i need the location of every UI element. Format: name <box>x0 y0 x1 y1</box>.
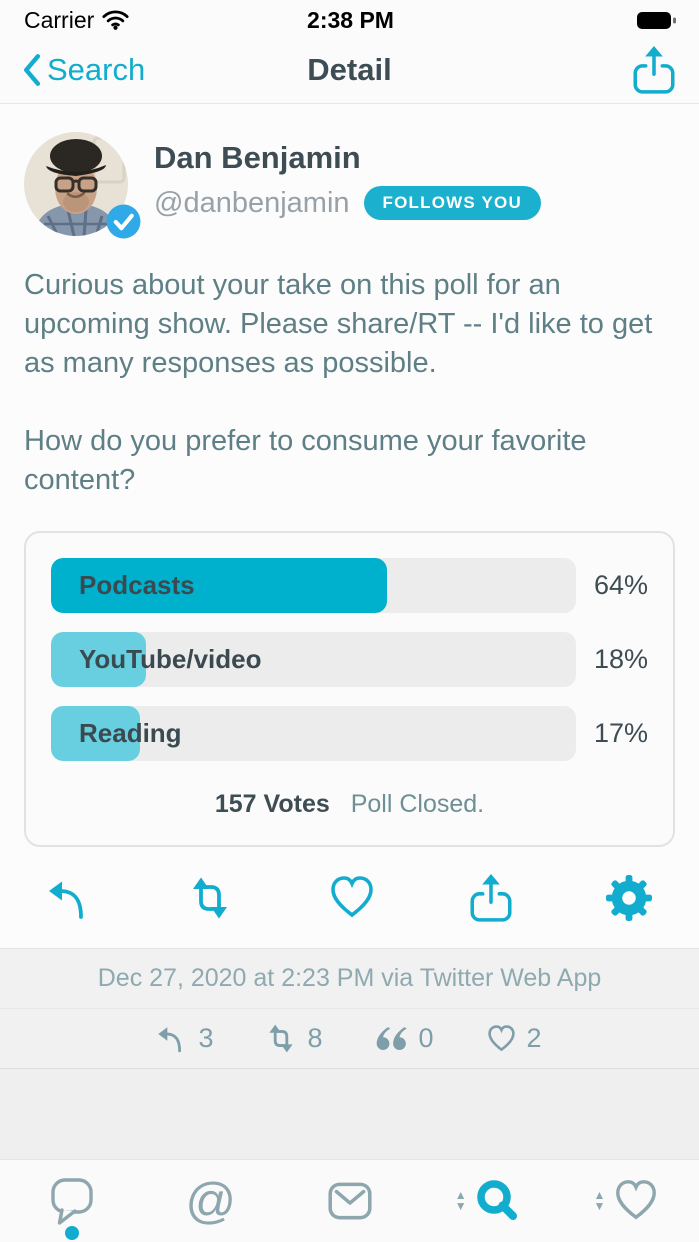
like-count-value: 2 <box>526 1023 542 1053</box>
unread-indicator <box>65 1226 79 1240</box>
quote-count-value: 0 <box>418 1023 434 1053</box>
tweet-paragraph: How do you prefer to consume your favori… <box>24 425 587 496</box>
chevron-left-icon <box>22 53 41 86</box>
search-icon <box>474 1177 522 1225</box>
sort-arrows-icon: ▲ ▼ <box>593 1188 606 1213</box>
speech-bubble-icon <box>47 1175 97 1227</box>
battery-icon <box>636 11 677 30</box>
wifi-icon <box>102 10 129 30</box>
tweet-text: Curious about your take on this poll for… <box>24 266 675 500</box>
status-bar: Carrier 2:38 PM <box>0 0 699 36</box>
author-name[interactable]: Dan Benjamin <box>154 140 361 175</box>
poll-option-row[interactable]: YouTube/video 18% <box>51 632 648 687</box>
poll-card: Podcasts 64% YouTube/video 18% Reading 1… <box>24 531 675 847</box>
poll-bar-fill <box>51 706 141 761</box>
share-icon <box>468 873 514 923</box>
poll-bar-track: YouTube/video <box>51 632 576 687</box>
avatar[interactable] <box>24 132 141 239</box>
share-button[interactable] <box>457 45 677 95</box>
share-icon <box>631 45 677 95</box>
verified-badge-icon <box>105 203 142 240</box>
reply-button[interactable] <box>46 874 94 922</box>
gear-icon <box>605 874 653 922</box>
poll-option-label: Podcasts <box>79 570 195 600</box>
tab-bar: @ ▲ ▼ ▲ ▼ <box>0 1159 699 1242</box>
sort-arrows-icon: ▲ ▼ <box>454 1188 467 1213</box>
retweet-count[interactable]: 8 <box>265 1023 323 1054</box>
poll-bar-track: Reading <box>51 706 576 761</box>
retweet-count-value: 8 <box>307 1023 323 1053</box>
carrier-label: Carrier <box>24 6 95 33</box>
poll-option-percent: 17% <box>593 718 648 748</box>
quote-icon <box>375 1026 409 1051</box>
retweet-button[interactable] <box>185 874 235 922</box>
heart-icon <box>486 1024 517 1054</box>
poll-option-percent: 18% <box>593 644 648 674</box>
tweet-stats-row: 3 8 <box>0 1009 699 1068</box>
author-handle[interactable]: @danbenjamin <box>154 186 350 219</box>
empty-area <box>0 1068 699 1172</box>
poll-option-label: Reading <box>79 718 182 748</box>
reply-count-value: 3 <box>198 1023 214 1053</box>
quote-count[interactable]: 0 <box>375 1023 434 1054</box>
avatar-image <box>24 132 128 236</box>
back-button-label: Search <box>47 51 146 87</box>
reply-icon <box>157 1023 188 1054</box>
poll-vote-count: 157 Votes <box>214 790 330 818</box>
tab-search[interactable]: ▲ ▼ <box>440 1160 536 1242</box>
envelope-icon <box>325 1176 375 1226</box>
settings-button[interactable] <box>605 874 653 922</box>
nav-bar: Search Detail <box>0 36 699 104</box>
like-count[interactable]: 2 <box>486 1023 542 1054</box>
poll-option-row[interactable]: Podcasts 64% <box>51 558 648 613</box>
tab-likes[interactable]: ▲ ▼ <box>579 1160 675 1242</box>
tweet-header: Dan Benjamin @danbenjamin FOLLOWS YOU <box>24 132 675 239</box>
poll-bar-fill <box>51 558 387 613</box>
follows-you-badge: FOLLOWS YOU <box>363 186 541 220</box>
reply-count[interactable]: 3 <box>157 1023 213 1054</box>
tweet-paragraph: Curious about your take on this poll for… <box>24 269 653 379</box>
back-button[interactable]: Search <box>22 52 242 88</box>
tweet-action-bar <box>0 847 699 949</box>
poll-option-label: YouTube/video <box>79 644 262 674</box>
heart-icon <box>327 874 377 922</box>
tweet-detail: Dan Benjamin @danbenjamin FOLLOWS YOU Cu… <box>0 104 699 847</box>
tab-timeline[interactable] <box>24 1160 120 1242</box>
poll-footer: 157 Votes Poll Closed. <box>51 790 648 819</box>
heart-icon <box>612 1178 660 1224</box>
poll-option-percent: 64% <box>593 570 648 600</box>
tweet-meta-section: Dec 27, 2020 at 2:23 PM via Twitter Web … <box>0 949 699 1068</box>
share-tweet-button[interactable] <box>468 873 514 923</box>
retweet-icon <box>265 1023 297 1054</box>
tweet-timestamp: Dec 27, 2020 at 2:23 PM via Twitter Web … <box>97 964 602 992</box>
poll-bar-fill <box>51 632 146 687</box>
tab-mentions[interactable]: @ <box>163 1160 259 1242</box>
poll-bar-track: Podcasts <box>51 558 576 613</box>
retweet-icon <box>185 874 235 922</box>
poll-option-row[interactable]: Reading 17% <box>51 706 648 761</box>
like-button[interactable] <box>327 874 377 922</box>
clock: 2:38 PM <box>307 6 394 33</box>
tab-messages[interactable] <box>302 1160 398 1242</box>
reply-icon <box>46 874 94 922</box>
at-icon: @ <box>185 1173 237 1229</box>
poll-status: Poll Closed. <box>350 790 485 818</box>
